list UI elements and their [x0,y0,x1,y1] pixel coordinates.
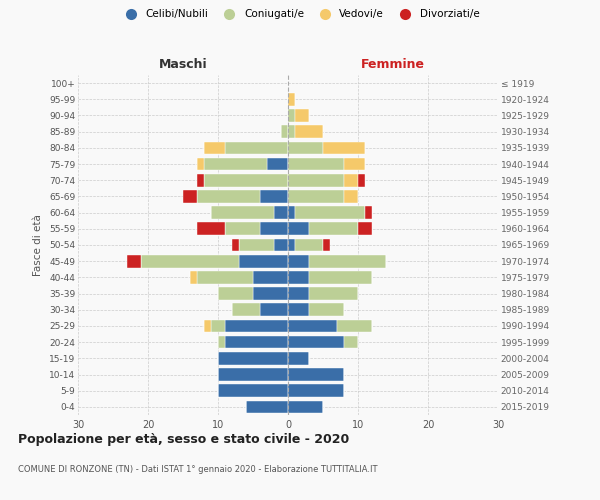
Bar [365,206,372,219]
Bar [344,174,358,186]
Bar [288,126,295,138]
Bar [267,158,288,170]
Bar [197,158,204,170]
Bar [225,320,288,332]
Bar [288,368,344,381]
Bar [288,158,344,170]
Bar [288,142,323,154]
Bar [288,206,295,219]
Bar [183,190,197,202]
Bar [260,222,288,235]
Bar [218,336,225,348]
Legend: Celibi/Nubili, Coniugati/e, Vedovi/e, Divorziati/e: Celibi/Nubili, Coniugati/e, Vedovi/e, Di… [116,5,484,24]
Bar [204,142,225,154]
Bar [204,158,267,170]
Bar [288,352,309,364]
Text: COMUNE DI RONZONE (TN) - Dati ISTAT 1° gennaio 2020 - Elaborazione TUTTITALIA.IT: COMUNE DI RONZONE (TN) - Dati ISTAT 1° g… [18,466,377,474]
Bar [309,271,372,283]
Bar [309,255,386,268]
Bar [253,271,288,283]
Bar [288,190,344,202]
Bar [288,271,309,283]
Bar [344,190,358,202]
Bar [295,238,323,252]
Bar [232,304,260,316]
Bar [295,109,309,122]
Bar [204,320,211,332]
Bar [288,400,323,413]
Bar [225,336,288,348]
Text: Femmine: Femmine [361,58,425,71]
Bar [246,400,288,413]
Bar [253,288,288,300]
Bar [190,271,197,283]
Bar [344,336,358,348]
Bar [260,190,288,202]
Bar [197,190,260,202]
Bar [288,238,295,252]
Bar [239,238,274,252]
Bar [295,206,365,219]
Bar [358,222,372,235]
Bar [218,384,288,397]
Bar [309,304,344,316]
Bar [337,320,372,332]
Bar [323,142,365,154]
Bar [288,288,309,300]
Bar [260,304,288,316]
Bar [281,126,288,138]
Text: Popolazione per età, sesso e stato civile - 2020: Popolazione per età, sesso e stato civil… [18,432,349,446]
Bar [288,304,309,316]
Text: Maschi: Maschi [158,58,208,71]
Bar [211,206,274,219]
Bar [288,222,309,235]
Bar [288,109,295,122]
Bar [204,174,288,186]
Bar [309,222,358,235]
Bar [225,222,260,235]
Bar [274,238,288,252]
Bar [197,222,225,235]
Bar [225,142,288,154]
Bar [211,320,225,332]
Bar [232,238,239,252]
Y-axis label: Fasce di età: Fasce di età [34,214,43,276]
Bar [344,158,365,170]
Bar [197,271,253,283]
Bar [218,352,288,364]
Bar [288,320,337,332]
Bar [239,255,288,268]
Bar [323,238,330,252]
Bar [288,255,309,268]
Bar [288,384,344,397]
Bar [295,126,323,138]
Bar [218,368,288,381]
Bar [218,288,253,300]
Bar [127,255,141,268]
Bar [141,255,239,268]
Bar [288,336,344,348]
Bar [288,174,344,186]
Bar [358,174,365,186]
Bar [288,93,295,106]
Bar [197,174,204,186]
Bar [309,288,358,300]
Bar [274,206,288,219]
